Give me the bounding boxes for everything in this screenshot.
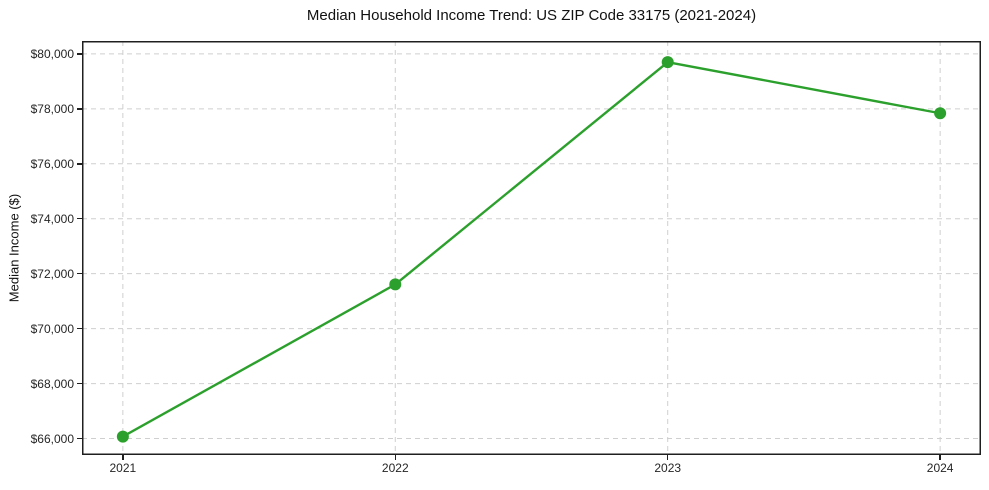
y-tick-label: $74,000 [30,211,74,226]
y-tick-mark [77,53,82,55]
data-point [934,107,947,120]
x-tick-label: 2021 [109,461,137,475]
y-tick-label: $80,000 [30,46,74,61]
plot-border [82,41,981,455]
x-tick-label: 2024 [926,461,954,475]
y-tick-mark [77,108,82,110]
line-chart [82,41,981,455]
y-tick-mark [77,382,82,385]
y-tick-label: $76,000 [30,156,74,171]
y-tick-mark [77,217,82,220]
x-tick-mark [666,455,669,460]
trend-line [121,60,942,438]
y-tick-mark [77,327,82,330]
data-point [661,56,674,69]
x-tick-mark [394,455,397,460]
plot-area [82,41,981,455]
data-point [389,278,402,291]
y-tick-mark [77,437,82,440]
y-tick-mark [77,272,82,275]
y-tick-mark [77,163,82,165]
y-tick-label: $70,000 [30,321,74,336]
y-tick-label: $72,000 [30,266,74,281]
y-axis-label: Median Income ($) [6,193,22,303]
chart-title: Median Household Income Trend: US ZIP Co… [306,7,757,24]
x-tick-label: 2023 [654,461,682,475]
data-point [116,430,129,443]
x-tick-label: 2022 [381,461,409,475]
x-tick-mark [122,455,124,460]
y-tick-label: $66,000 [30,431,74,446]
y-tick-label: $78,000 [30,101,74,116]
x-tick-mark [939,455,941,460]
y-tick-label: $68,000 [30,376,74,391]
